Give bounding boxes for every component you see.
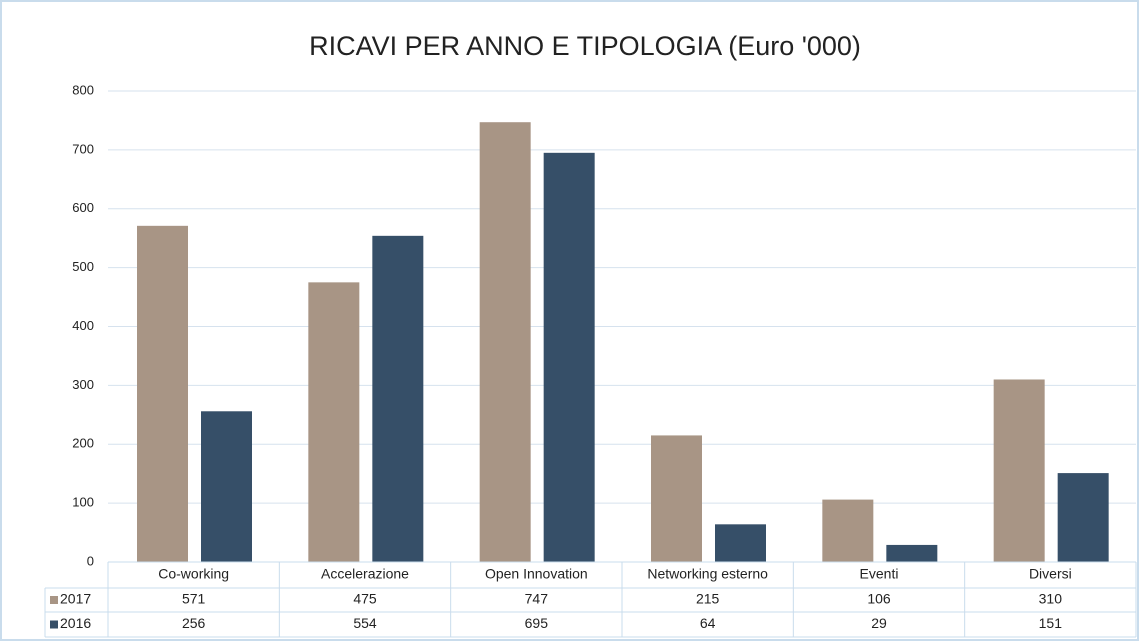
table-value: 571 <box>182 591 206 607</box>
y-tick-label: 500 <box>72 259 94 274</box>
bar <box>372 235 424 562</box>
table-value: 695 <box>525 615 549 631</box>
bar <box>715 524 766 562</box>
table-value: 106 <box>867 591 891 607</box>
table-value: 151 <box>1039 615 1063 631</box>
table-value: 215 <box>696 591 720 607</box>
table-value: 554 <box>353 615 377 631</box>
x-tick-label: Eventi <box>860 566 899 582</box>
y-tick-label: 0 <box>87 553 94 568</box>
table-value: 29 <box>871 615 887 631</box>
chart-title: RICAVI PER ANNO E TIPOLOGIA (Euro '000) <box>309 31 861 61</box>
y-tick-label: 400 <box>72 318 94 333</box>
bar <box>886 544 938 562</box>
table-value: 256 <box>182 615 206 631</box>
y-tick-label: 200 <box>72 436 94 451</box>
bar <box>993 379 1045 562</box>
x-tick-label: Co-working <box>158 566 229 582</box>
bar <box>1057 473 1109 562</box>
legend-label: 2017 <box>60 591 91 607</box>
y-tick-label: 100 <box>72 495 94 510</box>
legend-label: 2016 <box>60 615 91 631</box>
x-tick-label: Diversi <box>1029 566 1072 582</box>
x-tick-label: Accelerazione <box>321 566 409 582</box>
bar <box>822 499 874 562</box>
x-tick-label: Networking esterno <box>647 566 768 582</box>
legend-swatch <box>50 596 58 604</box>
bar <box>651 435 702 562</box>
y-tick-label: 600 <box>72 200 94 215</box>
bar <box>308 282 360 562</box>
table-value: 64 <box>700 615 716 631</box>
table-value: 747 <box>525 591 549 607</box>
bar <box>543 152 595 562</box>
x-tick-label: Open Innovation <box>485 566 588 582</box>
table-value: 475 <box>353 591 377 607</box>
y-tick-label: 700 <box>72 141 94 156</box>
table-value: 310 <box>1039 591 1063 607</box>
y-tick-label: 300 <box>72 377 94 392</box>
y-tick-label: 800 <box>72 82 94 97</box>
bar <box>137 225 188 563</box>
bar <box>201 411 252 562</box>
legend-swatch <box>50 620 58 629</box>
bar <box>479 122 531 563</box>
